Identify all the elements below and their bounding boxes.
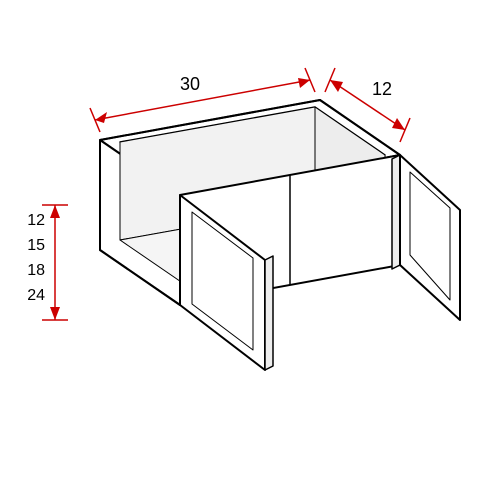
width-label: 30	[180, 74, 200, 94]
height-opt-1: 15	[27, 237, 45, 254]
height-opt-2: 18	[27, 262, 45, 279]
right-door	[392, 155, 460, 320]
height-opt-3: 24	[27, 287, 45, 304]
height-dimension: 12 15 18 24	[27, 205, 68, 320]
depth-label: 12	[372, 79, 392, 99]
cabinet-dimension-diagram: 30 12 12 15 18 24	[0, 0, 500, 500]
height-opt-0: 12	[27, 212, 45, 229]
